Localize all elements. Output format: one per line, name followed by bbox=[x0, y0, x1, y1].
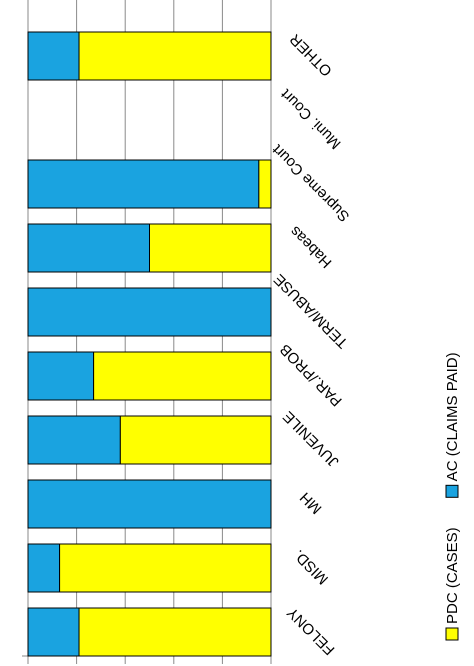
bar-other-ac bbox=[27, 31, 80, 81]
bar-mh-ac bbox=[27, 479, 272, 529]
chart-bars bbox=[27, 31, 272, 657]
bar-felony-pdc bbox=[78, 607, 272, 657]
legend-label-ac-claims-paid: AC (CLAIMS PAID) bbox=[444, 352, 461, 481]
legend-swatch-pdc-cases bbox=[445, 627, 459, 641]
category-labels: FELONY MISD. MH JUVENILEPAR./PROBTERM/ABUSE… bbox=[269, 30, 354, 658]
category-label-mh: MH bbox=[297, 489, 326, 518]
bar-par-prob-pdc bbox=[93, 351, 272, 401]
category-label-supreme-court: Supreme Court bbox=[269, 140, 354, 225]
category-label-par-prob: PAR./PROB bbox=[277, 340, 346, 409]
bar-supreme-court-pdc bbox=[258, 159, 272, 209]
legend-swatch-ac-claims-paid bbox=[445, 484, 459, 498]
bar-par-prob-ac bbox=[27, 351, 95, 401]
category-label-habeas: Habeas bbox=[287, 223, 336, 272]
bar-other-pdc bbox=[78, 31, 272, 81]
chart-legend: PDC (CASES) AC (CLAIMS PAID) bbox=[444, 352, 461, 641]
bar-habeas-pdc bbox=[149, 223, 272, 273]
category-label-muni-court: Muni. Court bbox=[277, 85, 344, 152]
bar-felony-ac bbox=[27, 607, 80, 657]
category-label-felony: FELONY bbox=[284, 604, 338, 658]
bar-misd-pdc bbox=[59, 543, 272, 593]
bar-juvenile-ac bbox=[27, 415, 121, 465]
category-label-misd: MISD. bbox=[290, 546, 331, 587]
category-label-other: OTHER bbox=[286, 30, 335, 79]
bar-supreme-court-ac bbox=[27, 159, 260, 209]
bar-juvenile-pdc bbox=[119, 415, 272, 465]
category-label-juvenile: JUVENILE bbox=[280, 408, 343, 471]
bar-habeas-ac bbox=[27, 223, 150, 273]
bar-term-abuse-ac bbox=[27, 287, 272, 337]
category-label-term-abuse: TERM/ABUSE bbox=[271, 270, 352, 351]
legend-label-pdc-cases: PDC (CASES) bbox=[444, 527, 461, 624]
bar-misd-ac bbox=[27, 543, 61, 593]
